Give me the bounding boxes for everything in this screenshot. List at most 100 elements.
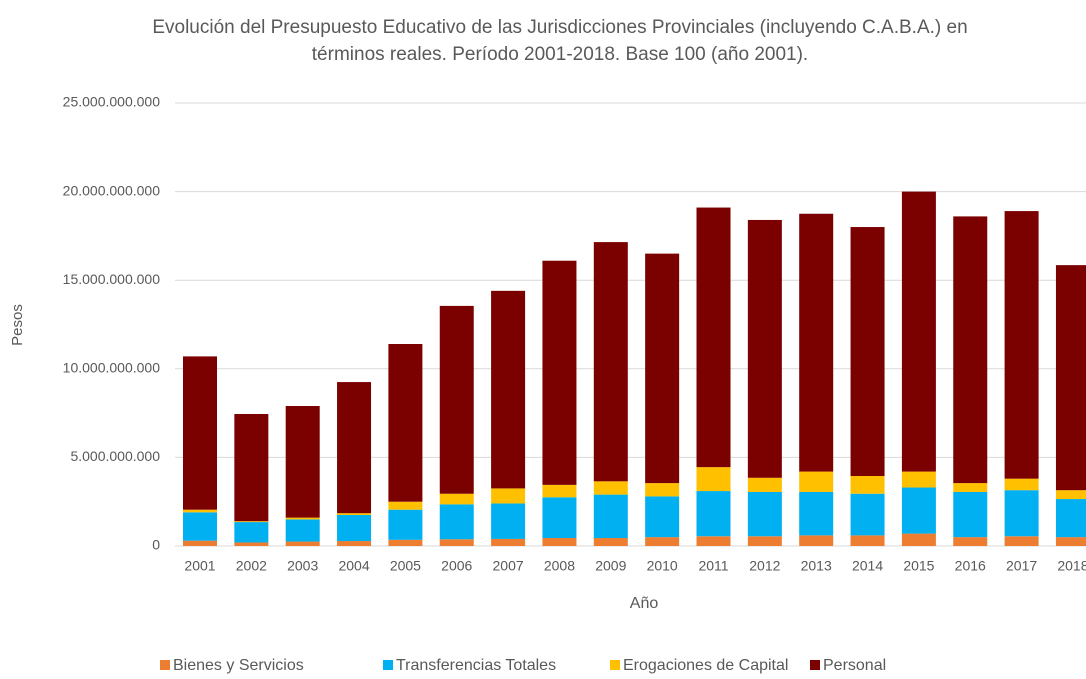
- bar-segment: [234, 413, 269, 522]
- legend-label: Erogaciones de Capital: [623, 657, 788, 674]
- bar-segment: [593, 242, 628, 482]
- legend-label: Bienes y Servicios: [173, 657, 304, 674]
- legend-swatch: [810, 660, 820, 670]
- bar-segment: [696, 491, 731, 537]
- bar-segment: [388, 539, 423, 546]
- bar-segment: [593, 538, 628, 546]
- bar-segment: [901, 487, 936, 534]
- bar-segment: [183, 512, 217, 541]
- bar-segment: [1055, 537, 1086, 546]
- x-tick-label: 2003: [287, 558, 318, 574]
- bar-segment: [491, 488, 526, 504]
- bar-segment: [1055, 490, 1086, 500]
- bar-segment: [439, 305, 474, 494]
- bar-segment: [1004, 211, 1039, 479]
- bar-segment: [183, 509, 217, 513]
- bar-segment: [337, 514, 372, 542]
- legend-swatch: [160, 660, 170, 670]
- bar-segment: [183, 356, 217, 510]
- bar-segment: [285, 517, 320, 520]
- bar-segment: [285, 519, 320, 542]
- bar-segment: [901, 471, 936, 488]
- y-axis-label: Pesos: [9, 304, 26, 346]
- bar-segment: [285, 406, 320, 518]
- x-tick-label: 2016: [955, 558, 986, 574]
- bar-segment: [645, 253, 680, 484]
- x-tick-label: 2017: [1006, 558, 1037, 574]
- bar-segment: [799, 535, 834, 546]
- bar-segment: [953, 491, 988, 538]
- bar-segment: [696, 467, 731, 492]
- x-axis-label: Año: [630, 595, 659, 612]
- bar-segment: [234, 522, 269, 543]
- bar-segment: [850, 493, 885, 536]
- bar-segment: [388, 501, 423, 510]
- x-tick-label: 2005: [390, 558, 421, 574]
- bar-segment: [953, 483, 988, 492]
- bar-segment: [234, 521, 269, 523]
- bar-segment: [901, 533, 936, 546]
- bar-segment: [234, 542, 269, 546]
- bar-segment: [337, 541, 372, 546]
- y-tick-label: 25.000.000.000: [63, 94, 161, 110]
- bar-segment: [747, 536, 782, 546]
- x-tick-label: 2001: [184, 558, 215, 574]
- legend-swatch: [383, 660, 393, 670]
- y-tick-label: 5.000.000.000: [70, 448, 160, 464]
- bar-segment: [799, 491, 834, 536]
- bar-segment: [593, 481, 628, 495]
- bar-segment: [1055, 265, 1086, 491]
- bar-segment: [439, 493, 474, 505]
- bar-segment: [850, 476, 885, 494]
- bar-segment: [439, 539, 474, 546]
- legend-label: Personal: [823, 657, 886, 674]
- x-tick-label: 2013: [801, 558, 832, 574]
- x-tick-label: 2014: [852, 558, 883, 574]
- bar-segment: [491, 538, 526, 546]
- y-tick-label: 15.000.000.000: [63, 271, 161, 287]
- bar-segment: [953, 216, 988, 484]
- y-tick-label: 0: [152, 537, 160, 553]
- bar-segment: [1004, 536, 1039, 546]
- bar-segment: [542, 538, 577, 546]
- bar-segment: [542, 497, 577, 539]
- x-tick-label: 2006: [441, 558, 472, 574]
- bar-segment: [1004, 490, 1039, 537]
- x-tick-label: 2009: [595, 558, 626, 574]
- bar-segment: [388, 343, 423, 502]
- x-tick-label: 2007: [493, 558, 524, 574]
- bar-segment: [593, 494, 628, 539]
- bar-segment: [747, 219, 782, 478]
- bar-segment: [799, 471, 834, 492]
- x-tick-label: 2004: [338, 558, 369, 574]
- bar-segment: [285, 541, 320, 546]
- x-tick-label: 2018: [1057, 558, 1086, 574]
- bar-segment: [491, 290, 526, 489]
- bar-segment: [542, 484, 577, 498]
- bar-segment: [696, 207, 731, 468]
- bar-segment: [337, 513, 372, 515]
- bar-segment: [491, 503, 526, 539]
- x-tick-label: 2015: [903, 558, 934, 574]
- bar-segment: [645, 496, 680, 538]
- bar-segment: [901, 191, 936, 472]
- bar-segment: [388, 509, 423, 540]
- bar-segment: [1004, 478, 1039, 491]
- bar-segment: [747, 477, 782, 492]
- bar-segment: [799, 213, 834, 472]
- bar-segment: [850, 227, 885, 477]
- bar-segment: [645, 537, 680, 546]
- x-tick-label: 2002: [236, 558, 267, 574]
- bar-segment: [183, 540, 217, 546]
- bar-segment: [850, 535, 885, 546]
- chart-title: Evolución del Presupuesto Educativo de l…: [152, 17, 968, 65]
- legend-label: Transferencias Totales: [396, 657, 556, 674]
- x-tick-label: 2011: [698, 558, 728, 574]
- legend-swatch: [610, 660, 620, 670]
- y-tick-label: 20.000.000.000: [63, 182, 161, 198]
- bar-segment: [337, 382, 372, 514]
- x-tick-label: 2010: [647, 558, 678, 574]
- bar-segment: [439, 504, 474, 540]
